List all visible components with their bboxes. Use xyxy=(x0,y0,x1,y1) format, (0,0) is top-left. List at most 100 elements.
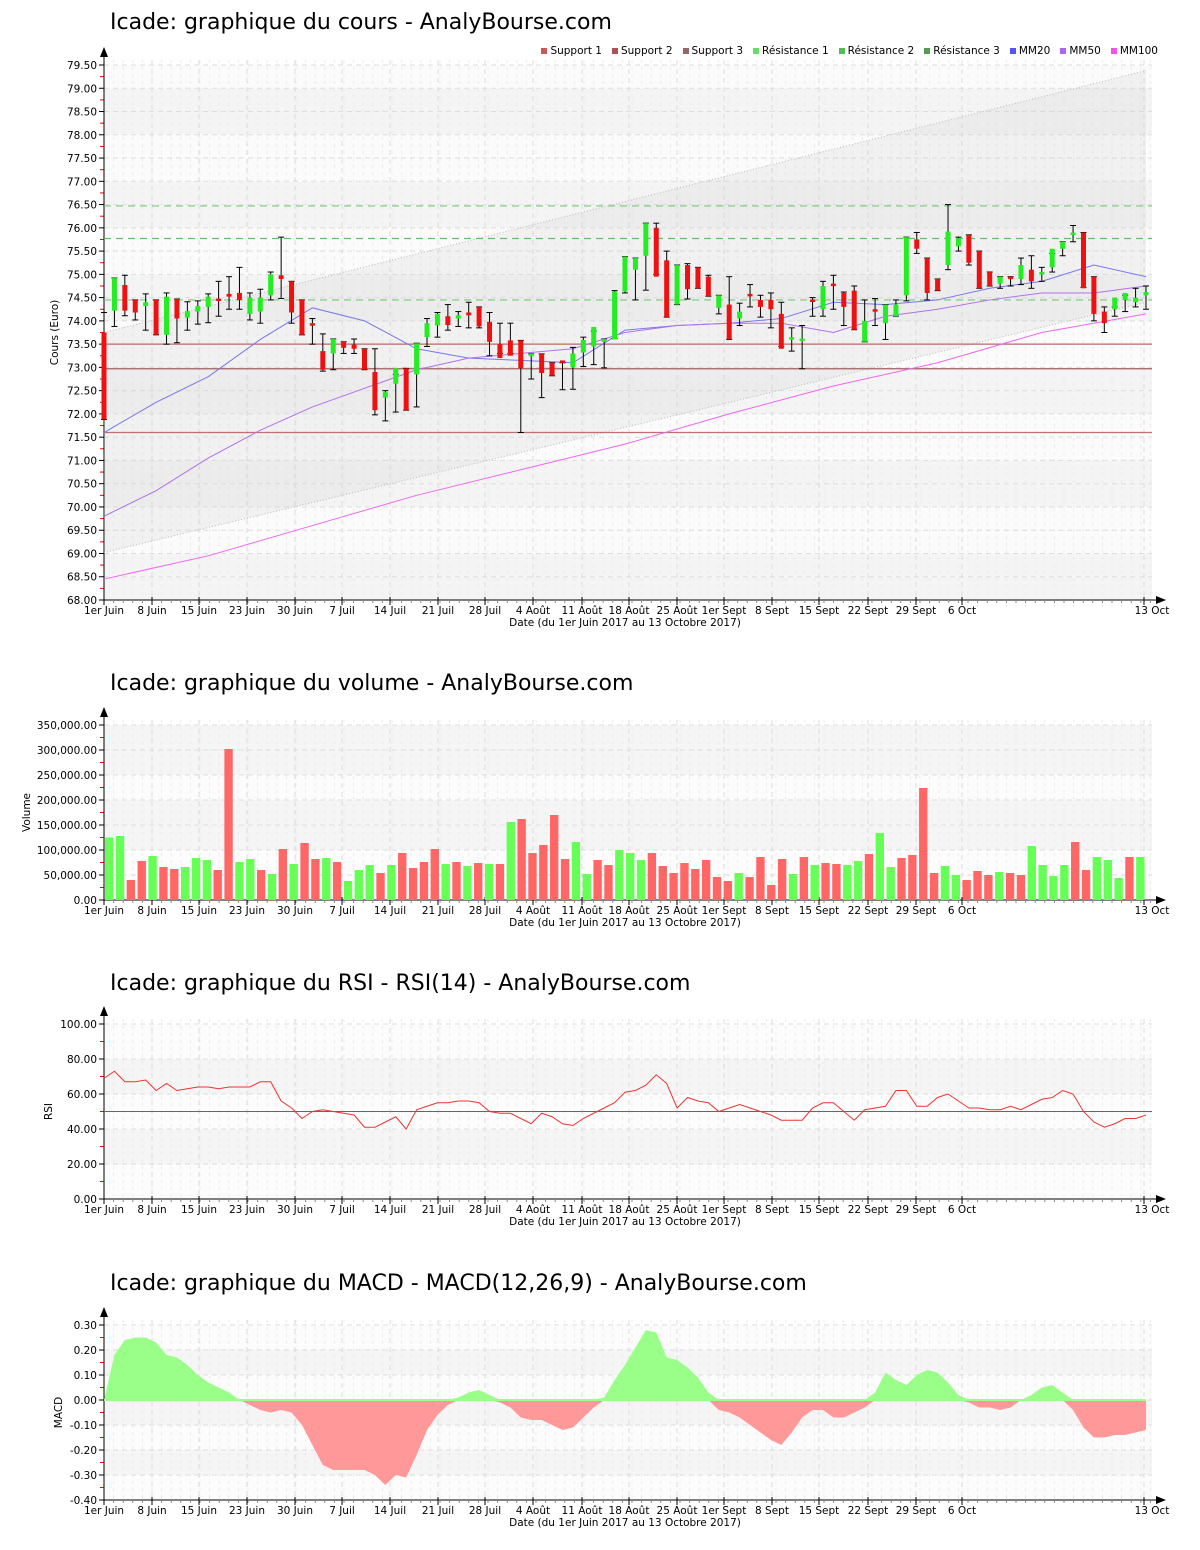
grid-band xyxy=(104,297,1152,321)
y-tick-label: 80.00 xyxy=(67,1054,97,1066)
candle xyxy=(424,318,431,347)
x-tick-label: 22 Sept xyxy=(848,1204,889,1216)
volume-bar xyxy=(137,861,146,900)
y-tick-label: 70.50 xyxy=(67,479,97,491)
volume-bar xyxy=(506,822,515,900)
grid-band xyxy=(104,158,1152,182)
candle xyxy=(194,300,201,325)
x-tick-label: 14 Juil xyxy=(374,1505,406,1517)
volume-bar xyxy=(115,836,125,900)
x-tick-label: 8 Sept xyxy=(755,1505,789,1517)
candle xyxy=(1080,231,1087,289)
y-tick-label: 40.00 xyxy=(67,1124,97,1136)
x-tick-label: 14 Juil xyxy=(374,605,406,617)
candle xyxy=(997,276,1004,289)
x-tick-label: 21 Juil xyxy=(422,605,454,617)
volume-bar xyxy=(712,877,722,900)
volume-bar xyxy=(821,863,830,900)
candle xyxy=(267,271,274,301)
volume-bar xyxy=(180,867,190,900)
x-axis-label: Date (du 1er Juin 2017 au 13 Octobre 201… xyxy=(509,1517,741,1529)
x-tick-label: 4 Août xyxy=(516,1505,550,1517)
candle xyxy=(913,231,920,254)
y-axis-label: MACD xyxy=(53,1397,65,1428)
volume-bar xyxy=(311,859,320,900)
candle xyxy=(851,285,858,331)
candle xyxy=(184,301,191,331)
volume-bar xyxy=(788,874,798,900)
candle xyxy=(632,257,639,301)
candle xyxy=(1101,306,1108,333)
legend-swatch-icon xyxy=(753,48,760,54)
volume-plot: 0.00 50,000.00 100,000.00 150,000.00 200,000… xyxy=(21,707,1169,929)
y-tick-label: 73.00 xyxy=(67,362,97,374)
candle xyxy=(517,339,524,434)
y-tick-label: 100.00 xyxy=(60,1019,97,1031)
x-tick-label: 28 Juil xyxy=(469,905,501,917)
grid-band xyxy=(104,460,1152,484)
candle xyxy=(1090,276,1097,322)
volume-bar xyxy=(995,872,1004,900)
candle xyxy=(674,264,681,306)
macd-plot: -0.40 -0.30 -0.20 -0.10 0.00 0.10 0.20 0.30 1er … xyxy=(53,1307,1169,1529)
volume-bar xyxy=(560,859,570,900)
candle xyxy=(226,276,233,310)
volume-bar xyxy=(1038,865,1047,900)
legend-item: Résistance 2 xyxy=(838,45,915,57)
volume-bar xyxy=(604,865,613,900)
candle xyxy=(757,294,764,318)
y-tick-label: 350,000.00 xyxy=(37,720,97,732)
volume-bar xyxy=(582,874,591,900)
x-tick-label: 15 Juin xyxy=(181,1505,217,1517)
volume-bar xyxy=(387,865,396,900)
y-axis-label: Volume xyxy=(21,793,33,832)
x-tick-label: 18 Août xyxy=(609,905,650,917)
candle xyxy=(622,256,628,294)
grid-band xyxy=(104,530,1152,554)
candle xyxy=(444,304,451,331)
candle xyxy=(1017,257,1024,286)
legend-label: MM50 xyxy=(1069,45,1101,57)
volume-bar xyxy=(636,860,646,900)
x-tick-label: 6 Oct xyxy=(948,1505,976,1517)
x-tick-label: 23 Juin xyxy=(229,1505,265,1517)
rsi-chart: Icade: graphique du RSI - RSI(14) - Anal… xyxy=(0,940,1200,1240)
y-tick-label: 75.00 xyxy=(67,269,97,281)
volume-chart-title: Icade: graphique du volume - AnalyBourse… xyxy=(110,671,634,696)
volume-bar xyxy=(463,866,472,900)
candle xyxy=(903,236,910,302)
y-tick-label: -0.10 xyxy=(70,1420,97,1432)
volume-bar xyxy=(1125,857,1134,900)
y-tick-label: 60.00 xyxy=(67,1089,97,1101)
legend-swatch-icon xyxy=(924,48,931,54)
volume-bar xyxy=(550,815,559,900)
y-tick-label: 76.50 xyxy=(67,200,97,212)
y-tick-label: 71.00 xyxy=(67,455,97,467)
legend-label: Résistance 2 xyxy=(847,45,915,57)
x-tick-label: 30 Juin xyxy=(277,1204,313,1216)
x-tick-label: 22 Sept xyxy=(848,605,889,617)
grid-band xyxy=(104,800,1152,825)
candle xyxy=(830,274,837,310)
volume-bar xyxy=(419,862,429,900)
y-tick-label: 73.50 xyxy=(67,339,97,351)
mm20-line xyxy=(103,264,1147,433)
y-tick-label: 20.00 xyxy=(67,1159,97,1171)
x-tick-label: 30 Juin xyxy=(277,905,313,917)
candle xyxy=(642,222,649,291)
grid-band xyxy=(104,65,1152,89)
x-tick-label: 8 Juin xyxy=(137,605,166,617)
x-tick-label: 28 Juil xyxy=(469,605,501,617)
candle xyxy=(132,299,139,321)
volume-bar xyxy=(832,864,841,900)
x-tick-label: 11 Août xyxy=(562,905,603,917)
y-tick-label: 100,000.00 xyxy=(37,845,97,857)
candle xyxy=(934,278,941,292)
volume-bar xyxy=(1049,876,1058,900)
volume-bar xyxy=(1060,865,1069,900)
candle xyxy=(715,294,722,315)
volume-bar xyxy=(1016,875,1026,900)
volume-bar xyxy=(105,837,114,900)
x-tick-label: 25 Août xyxy=(657,905,698,917)
grid-band xyxy=(104,134,1152,159)
